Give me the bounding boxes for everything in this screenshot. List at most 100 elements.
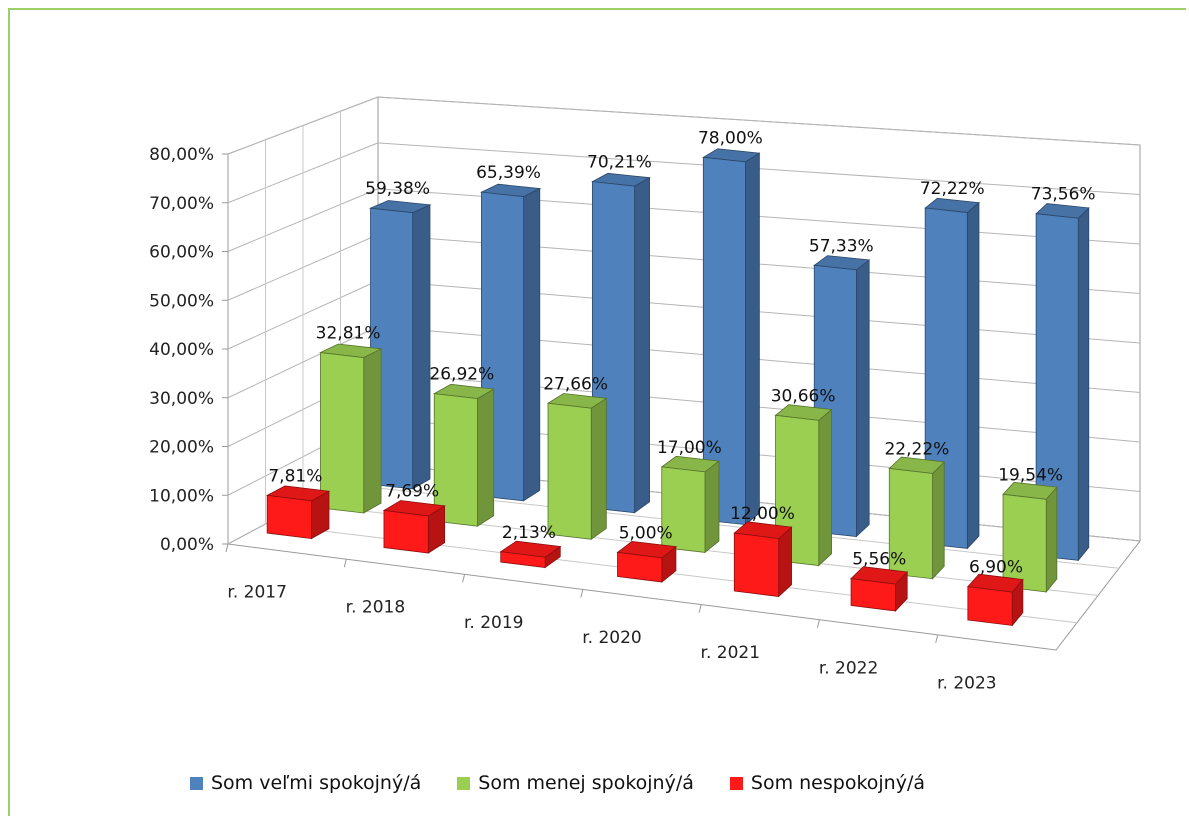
bar-series2-3: [616, 540, 677, 583]
bar-front-face: [702, 156, 746, 526]
data-label-series2-1: 7,69%: [385, 481, 439, 501]
bar-front-face: [661, 466, 706, 553]
x-tick-mark: [935, 634, 939, 643]
bar-series2-5: [850, 566, 909, 612]
data-label-series1-2: 27,66%: [543, 374, 608, 394]
x-tick-label: r. 2018: [346, 598, 406, 618]
x-axis: r. 2017 r. 2018 r. 2019 r. 2020 r. 2021 r. 20…: [225, 543, 997, 693]
y-tick-label: 30,00%: [149, 389, 214, 409]
legend-label-0: Som veľmi spokojný/á: [211, 772, 422, 794]
data-label-series1-3: 17,00%: [657, 438, 722, 458]
bar-front-face: [500, 551, 546, 568]
bar-side-face: [590, 397, 607, 541]
legend-item-series-1: Som menej spokojný/á: [457, 772, 694, 794]
data-label-series0-1: 65,39%: [476, 163, 541, 183]
x-tick-label: r. 2023: [937, 673, 997, 693]
bars: [265, 148, 1090, 627]
x-tick-label: r. 2017: [227, 583, 287, 603]
bar-side-face: [523, 187, 541, 502]
gridline-back: [377, 96, 1141, 146]
legend-item-series-0: Som veľmi spokojný/á: [190, 772, 421, 794]
data-label-series2-4: 12,00%: [730, 504, 795, 524]
y-axis: 0,00% 10,00% 20,00% 30,00% 40,00% 50,00% 60,00…: [149, 145, 228, 555]
bar-side-face: [778, 526, 792, 598]
legend-swatch-0: [190, 776, 203, 790]
x-tick-mark: [698, 604, 702, 613]
data-label-series0-4: 57,33%: [809, 236, 874, 256]
bar-series1-6: [1002, 481, 1058, 594]
legend-label-1: Som menej spokojný/á: [478, 772, 694, 794]
bar-side-face: [966, 201, 980, 550]
bar-side-face: [1077, 206, 1090, 562]
bar-front-face: [1002, 493, 1047, 593]
x-tick-mark: [816, 619, 820, 628]
bar-side-face: [363, 348, 382, 514]
bar-side-face: [932, 460, 945, 580]
data-label-series0-0: 59,38%: [365, 179, 430, 199]
bar-front-face: [888, 468, 933, 580]
data-label-series2-5: 5,56%: [852, 550, 906, 570]
bar-front-face: [433, 393, 478, 527]
bar-series2-1: [382, 500, 446, 554]
bar-series2-0: [265, 485, 331, 540]
y-tick-label: 70,00%: [149, 194, 214, 214]
bar-side-face: [1045, 486, 1058, 594]
bar-front-face: [320, 352, 365, 514]
bar-series1-1: [432, 383, 495, 527]
legend-label-2: Som nespokojný/á: [750, 772, 925, 794]
data-label-series0-2: 70,21%: [587, 153, 652, 173]
x-tick-mark: [225, 543, 229, 553]
bar-side-face: [412, 204, 431, 490]
data-label-series2-6: 6,90%: [969, 558, 1023, 578]
legend-swatch-1: [457, 776, 471, 790]
legend: Som veľmi spokojný/á Som menej spokojný/…: [190, 772, 925, 794]
bar-side-face: [477, 388, 495, 527]
bar-side-face: [818, 408, 832, 567]
bar-side-face: [745, 152, 760, 526]
bar-series2-4: [733, 521, 793, 598]
data-label-series2-3: 5,00%: [619, 523, 673, 543]
chart-area: 59,38% 65,39% 70,21% 78,00% 57,33% 72,22% 73,5…: [149, 96, 1141, 693]
legend-item-series-2: Som nespokojný/á: [729, 772, 925, 794]
x-tick-label: r. 2022: [819, 658, 879, 678]
bar-side-face: [704, 460, 720, 554]
bar-series0-3: [702, 148, 761, 526]
bar-front-face: [850, 578, 896, 612]
y-tick-label: 20,00%: [149, 438, 214, 458]
bar-series1-5: [888, 456, 946, 580]
y-tick-label: 60,00%: [149, 243, 214, 263]
x-tick-label: r. 2020: [582, 628, 642, 648]
x-tick-label: r. 2021: [701, 643, 761, 663]
data-label-series0-6: 73,56%: [1031, 185, 1096, 205]
data-label-series1-4: 30,66%: [771, 386, 836, 406]
y-tick-label: 10,00%: [149, 486, 214, 506]
bar-front-face: [1035, 213, 1079, 561]
data-label-series1-1: 26,92%: [429, 365, 494, 385]
bar-series1-2: [546, 393, 608, 541]
bar-front-face: [383, 509, 429, 554]
bar-front-face: [547, 402, 592, 540]
data-labels: 59,38% 65,39% 70,21% 78,00% 57,33% 72,22% 73,5…: [268, 128, 1095, 577]
bar-series2-6: [967, 573, 1024, 627]
y-tick-label: 80,00%: [149, 145, 214, 165]
x-tick-mark: [343, 559, 347, 568]
bar-side-face: [634, 176, 650, 514]
y-tick-label: 50,00%: [149, 291, 214, 311]
bar-front-face: [967, 586, 1013, 626]
x-tick-mark: [580, 589, 584, 598]
data-label-series2-2: 2,13%: [502, 523, 556, 543]
bar-front-face: [733, 532, 780, 597]
data-label-series0-5: 72,22%: [920, 179, 985, 199]
legend-swatch-2: [729, 776, 743, 790]
bar-series2-2: [499, 540, 562, 569]
bar-series1-0: [319, 343, 383, 514]
data-label-series1-5: 22,22%: [884, 439, 949, 459]
x-tick-mark: [462, 574, 466, 583]
y-tick-label: 0,00%: [160, 535, 214, 555]
data-label-series1-0: 32,81%: [316, 324, 381, 344]
bar-side-face: [855, 259, 870, 538]
data-label-series0-3: 78,00%: [698, 128, 763, 148]
bar-series1-3: [660, 455, 720, 554]
chart-frame: [8, 8, 1186, 816]
bar-front-face: [617, 551, 663, 583]
